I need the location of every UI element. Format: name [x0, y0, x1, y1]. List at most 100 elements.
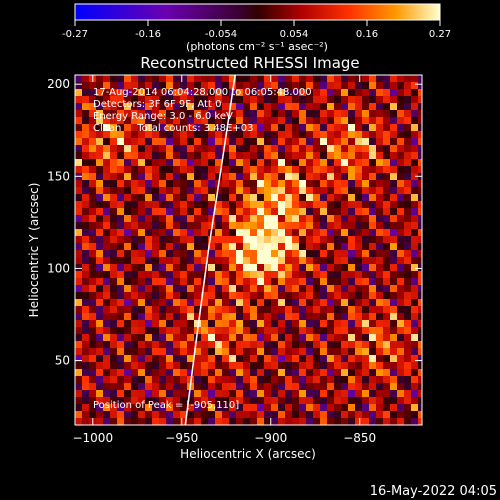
- heatmap-cell: [194, 166, 202, 174]
- heatmap-cell: [390, 397, 398, 405]
- heatmap-cell: [180, 320, 188, 328]
- heatmap-cell: [411, 313, 419, 321]
- heatmap-cell: [376, 89, 384, 97]
- heatmap-cell: [285, 264, 293, 272]
- heatmap-cell: [257, 180, 265, 188]
- heatmap-cell: [411, 208, 419, 216]
- heatmap-cell: [334, 278, 342, 286]
- heatmap-cell: [208, 390, 216, 398]
- heatmap-cell: [341, 159, 349, 167]
- heatmap-cell: [341, 194, 349, 202]
- heatmap-cell: [341, 166, 349, 174]
- heatmap-cell: [96, 236, 104, 244]
- heatmap-cell: [411, 327, 419, 335]
- heatmap-cell: [418, 166, 422, 174]
- heatmap-cell: [201, 383, 209, 391]
- heatmap-cell: [159, 117, 167, 125]
- heatmap-cell: [131, 103, 139, 111]
- heatmap-cell: [75, 362, 83, 370]
- heatmap-cell: [376, 341, 384, 349]
- heatmap-cell: [152, 299, 160, 307]
- heatmap-cell: [313, 82, 321, 90]
- heatmap-cell: [187, 145, 195, 153]
- heatmap-cell: [180, 334, 188, 342]
- heatmap-cell: [390, 362, 398, 370]
- heatmap-cell: [222, 285, 230, 293]
- heatmap-cell: [264, 201, 272, 209]
- heatmap-cell: [383, 306, 391, 314]
- heatmap-cell: [404, 271, 412, 279]
- heatmap-cell: [201, 404, 209, 412]
- heatmap-cell: [271, 236, 279, 244]
- heatmap-cell: [404, 124, 412, 132]
- heatmap-cell: [145, 96, 153, 104]
- heatmap-cell: [369, 369, 377, 377]
- heatmap-cell: [271, 194, 279, 202]
- heatmap-cell: [117, 341, 125, 349]
- heatmap-cell: [187, 138, 195, 146]
- heatmap-cell: [110, 117, 118, 125]
- heatmap-cell: [222, 411, 230, 419]
- heatmap-cell: [327, 271, 335, 279]
- heatmap-cell: [89, 96, 97, 104]
- heatmap-cell: [194, 110, 202, 118]
- heatmap-cell: [320, 124, 328, 132]
- heatmap-cell: [96, 229, 104, 237]
- heatmap-cell: [117, 180, 125, 188]
- heatmap-cell: [138, 138, 146, 146]
- heatmap-cell: [110, 124, 118, 132]
- heatmap-cell: [369, 418, 377, 425]
- heatmap-cell: [257, 306, 265, 314]
- heatmap-cell: [285, 278, 293, 286]
- heatmap-cell: [131, 313, 139, 321]
- heatmap-cell: [145, 334, 153, 342]
- heatmap-cell: [201, 173, 209, 181]
- heatmap-cell: [166, 215, 174, 223]
- heatmap-cell: [278, 236, 286, 244]
- heatmap-cell: [173, 292, 181, 300]
- heatmap-cell: [187, 313, 195, 321]
- heatmap-cell: [194, 355, 202, 363]
- heatmap-cell: [138, 131, 146, 139]
- heatmap-cell: [271, 404, 279, 412]
- heatmap-cell: [292, 208, 300, 216]
- heatmap-cell: [320, 334, 328, 342]
- heatmap-cell: [194, 397, 202, 405]
- heatmap-cell: [404, 418, 412, 425]
- heatmap-cell: [362, 75, 370, 83]
- heatmap-cell: [229, 313, 237, 321]
- heatmap-cell: [82, 229, 90, 237]
- heatmap-cell: [166, 418, 174, 425]
- heatmap-cell: [390, 278, 398, 286]
- heatmap-cell: [96, 145, 104, 153]
- heatmap-cell: [341, 313, 349, 321]
- heatmap-cell: [152, 152, 160, 160]
- heatmap-cell: [173, 327, 181, 335]
- heatmap-cell: [236, 187, 244, 195]
- heatmap-cell: [313, 299, 321, 307]
- heatmap-cell: [194, 236, 202, 244]
- heatmap-cell: [397, 215, 405, 223]
- heatmap-cell: [222, 173, 230, 181]
- heatmap-cell: [159, 131, 167, 139]
- heatmap-cell: [138, 222, 146, 230]
- heatmap-cell: [229, 348, 237, 356]
- heatmap-cell: [124, 313, 132, 321]
- heatmap-cell: [271, 138, 279, 146]
- heatmap-cell: [250, 166, 258, 174]
- heatmap-cell: [257, 271, 265, 279]
- heatmap-cell: [257, 369, 265, 377]
- heatmap-cell: [306, 404, 314, 412]
- heatmap-cell: [313, 397, 321, 405]
- heatmap-cell: [383, 257, 391, 265]
- heatmap-cell: [180, 173, 188, 181]
- heatmap-cell: [124, 355, 132, 363]
- heatmap-cell: [243, 194, 251, 202]
- heatmap-cell: [243, 124, 251, 132]
- heatmap-cell: [397, 334, 405, 342]
- heatmap-cell: [292, 75, 300, 83]
- heatmap-cell: [215, 306, 223, 314]
- heatmap-cell: [201, 75, 209, 83]
- heatmap-cell: [341, 145, 349, 153]
- heatmap-cell: [348, 187, 356, 195]
